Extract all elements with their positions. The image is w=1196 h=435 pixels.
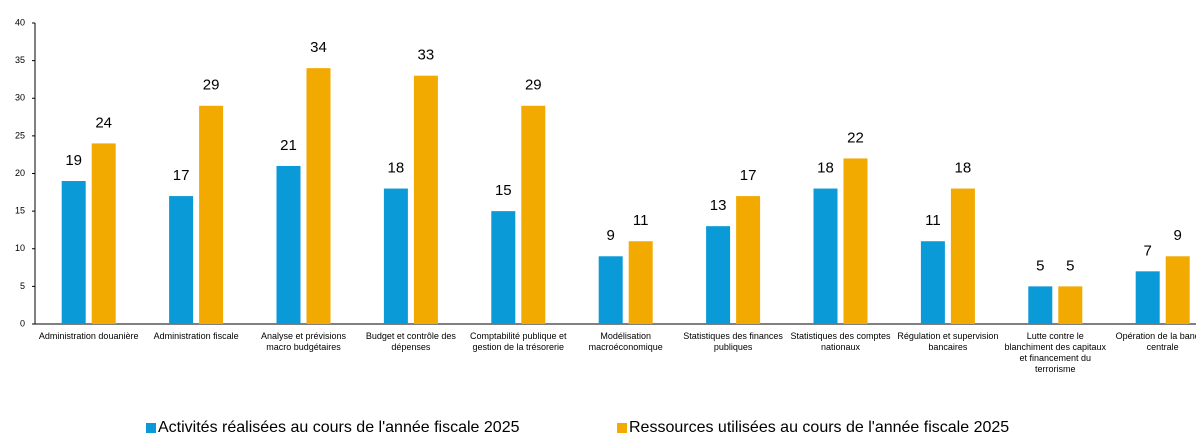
y-tick-label: 5 <box>20 281 25 291</box>
bar <box>276 165 301 324</box>
bar <box>306 68 331 325</box>
x-tick-label: Administration fiscale <box>153 331 239 341</box>
legend-item: Ressources utilisées au cours de l'année… <box>617 418 1009 435</box>
x-tick-label: Comptabilité publique et gestion de la t… <box>470 331 567 352</box>
bar <box>91 143 116 324</box>
x-tick-label: Statistiques des finances publiques <box>683 331 783 352</box>
bar <box>383 188 408 324</box>
value-label: 13 <box>710 197 727 214</box>
bar <box>521 105 546 325</box>
bar <box>598 256 623 324</box>
x-tick-label: Lutte contre le blanchiment des capitaux… <box>1004 331 1107 374</box>
bar <box>950 188 975 324</box>
value-label: 5 <box>1036 257 1044 274</box>
bar <box>1135 271 1160 324</box>
bar <box>1165 256 1190 324</box>
bar <box>491 211 516 324</box>
value-label: 19 <box>65 152 82 169</box>
bar <box>413 75 438 324</box>
y-tick-label: 30 <box>15 93 25 103</box>
value-label: 33 <box>418 47 435 64</box>
y-tick-label: 10 <box>15 243 25 253</box>
bar <box>1058 286 1083 324</box>
bar <box>813 188 838 324</box>
value-label: 11 <box>633 212 649 229</box>
legend-item: Activités réalisées au cours de l'année … <box>146 418 519 435</box>
x-tick-label: Analyse et prévisions macro budgétaires <box>260 331 347 352</box>
value-label: 17 <box>173 167 190 184</box>
value-label: 34 <box>310 39 327 56</box>
y-tick-label: 20 <box>15 168 25 178</box>
value-label: 7 <box>1144 242 1152 259</box>
x-tick-label: Modélisation macroéconomique <box>588 331 663 352</box>
x-tick-label: Budget et contrôle des dépenses <box>365 331 456 352</box>
value-label: 9 <box>1174 227 1182 244</box>
legend-label: Activités réalisées au cours de l'année … <box>158 419 520 435</box>
y-tick-label: 25 <box>15 130 25 140</box>
value-label: 18 <box>388 160 405 177</box>
legend-swatch <box>617 423 627 433</box>
value-label: 9 <box>607 227 615 244</box>
value-label: 17 <box>740 167 757 184</box>
value-label: 11 <box>925 212 941 229</box>
value-label: 21 <box>280 137 297 154</box>
value-label: 5 <box>1066 257 1074 274</box>
value-label: 29 <box>203 77 220 94</box>
bar <box>920 241 945 324</box>
bar <box>61 181 86 324</box>
y-tick-label: 40 <box>15 17 25 27</box>
bar <box>1028 286 1053 324</box>
bar <box>843 158 868 324</box>
value-label: 18 <box>955 160 972 177</box>
x-tick-label: Statistiques des comptes nationaux <box>790 331 891 352</box>
bar <box>706 226 731 324</box>
legend-swatch <box>146 423 156 433</box>
x-tick-label: Régulation et supervision bancaires <box>897 331 999 352</box>
y-tick-label: 15 <box>15 206 25 216</box>
bar <box>169 196 194 324</box>
bar <box>736 196 761 324</box>
value-label: 22 <box>847 129 864 146</box>
y-tick-label: 0 <box>20 318 25 328</box>
value-label: 18 <box>817 160 834 177</box>
x-tick-label: Opération de la banque centrale <box>1115 331 1196 352</box>
y-tick-label: 35 <box>15 55 25 65</box>
value-label: 15 <box>495 182 512 199</box>
value-label: 24 <box>95 114 112 131</box>
bar <box>628 241 653 324</box>
bar <box>199 105 224 325</box>
value-label: 29 <box>525 77 542 94</box>
x-tick-label: Administration douanière <box>38 331 139 341</box>
legend-label: Ressources utilisées au cours de l'année… <box>629 419 1010 435</box>
